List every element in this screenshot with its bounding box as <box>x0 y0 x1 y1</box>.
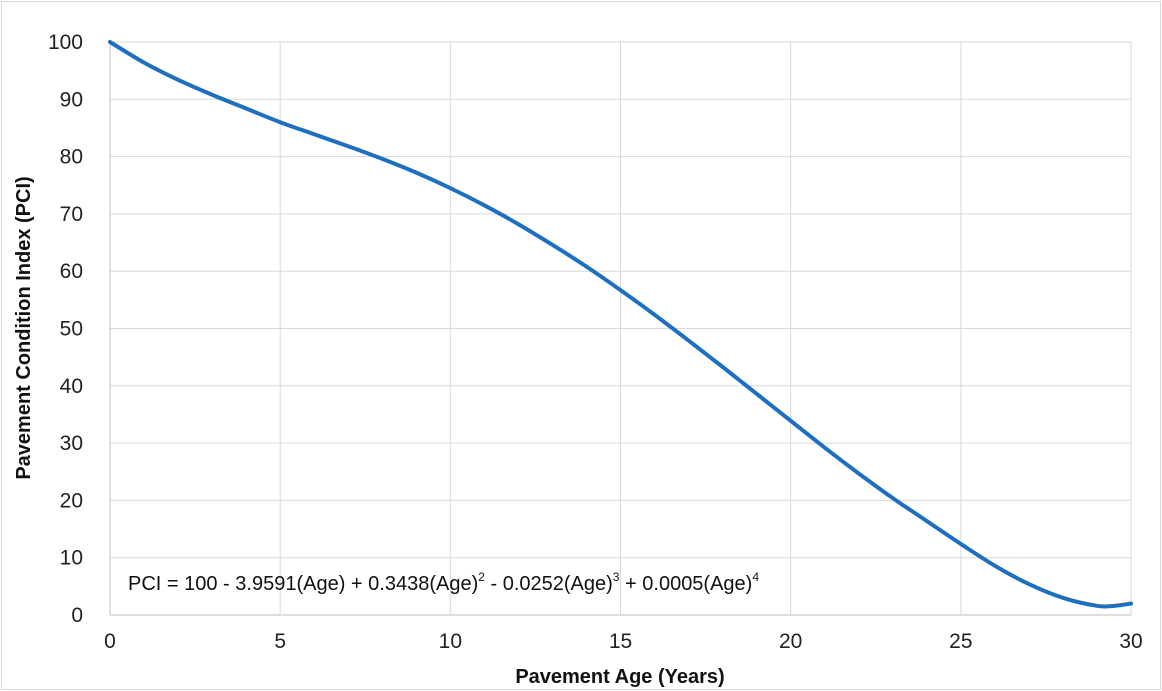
y-tick-label-80: 80 <box>60 146 83 169</box>
y-tick-label-10: 10 <box>60 547 83 570</box>
y-tick-label-40: 40 <box>60 375 83 398</box>
y-tick-label-70: 70 <box>60 203 83 226</box>
series-lines <box>108 40 1133 609</box>
grid-lines <box>109 41 1132 616</box>
series-line-0 <box>108 40 1133 609</box>
y-tick-label-20: 20 <box>60 489 83 512</box>
regression-equation: PCI = 100 - 3.9591(Age) + 0.3438(Age)2 -… <box>128 570 759 595</box>
equation-exponent: 4 <box>752 570 759 584</box>
x-axis-title: Pavement Age (Years) <box>515 666 724 688</box>
equation-term: PCI = 100 - 3.9591(Age) + 0.3438(Age) <box>128 573 478 595</box>
y-tick-label-90: 90 <box>60 88 83 111</box>
x-tick-label-15: 15 <box>609 630 632 653</box>
x-tick-label-20: 20 <box>779 630 802 653</box>
y-tick-label-100: 100 <box>48 31 83 54</box>
x-tick-label-10: 10 <box>439 630 462 653</box>
equation-term: - 0.0252(Age) <box>485 573 613 595</box>
x-tick-label-0: 0 <box>104 630 116 653</box>
y-tick-label-0: 0 <box>71 604 83 627</box>
y-tick-label-50: 50 <box>60 318 83 341</box>
x-tick-label-30: 30 <box>1119 630 1142 653</box>
x-tick-label-25: 25 <box>949 630 972 653</box>
tick-labels: 0 10 20 30 40 50 60 70 80 90 100 0 5 10 15 20 25 30 <box>48 31 1143 653</box>
y-tick-label-60: 60 <box>60 260 83 283</box>
y-axis-title: Pavement Condition Index (PCI) <box>13 176 35 479</box>
equation-term: + 0.0005(Age) <box>619 573 752 595</box>
y-tick-label-30: 30 <box>60 432 83 455</box>
equation-exponent: 3 <box>613 570 620 584</box>
equation-exponent: 2 <box>478 570 485 584</box>
x-tick-label-5: 5 <box>274 630 286 653</box>
